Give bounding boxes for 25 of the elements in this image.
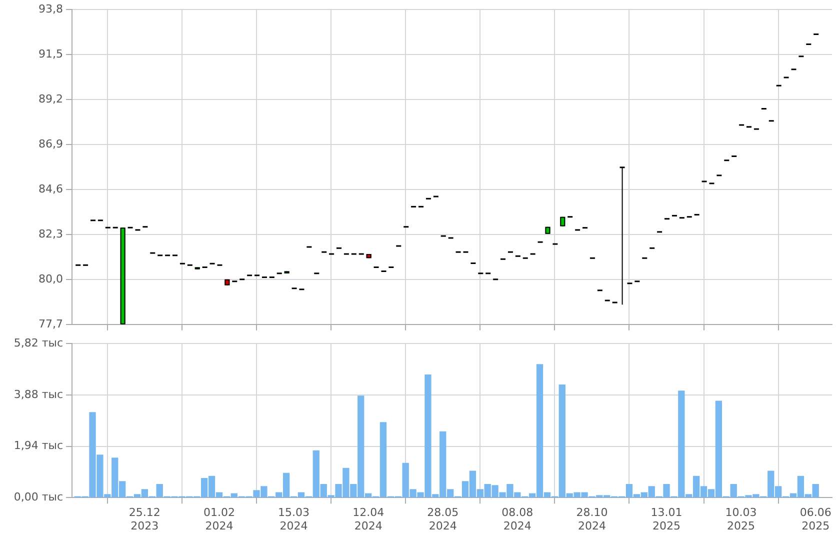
y-tick-label: 3,88 тыс (14, 388, 63, 401)
y-tick-label: 80,0 (38, 272, 63, 286)
y-tick-label: 89,2 (38, 92, 63, 106)
x-tick-label: 28.05 2024 (427, 506, 459, 532)
x-tick-label: 10.03 2025 (725, 506, 757, 532)
y-tick-label: 84,6 (38, 182, 63, 196)
y-tick-label: 0,00 тыс (14, 490, 63, 504)
y-tick-label: 77,7 (38, 317, 63, 330)
y-tick-label: 93,8 (38, 2, 63, 16)
y-tick-label: 91,5 (38, 47, 63, 60)
x-tick-label: 08.08 2024 (502, 506, 534, 532)
x-tick-label: 28.10 2024 (576, 506, 608, 532)
x-tick-label: 12.04 2024 (352, 506, 384, 532)
y-tick-label: 82,3 (38, 227, 63, 240)
y-tick-label: 86,9 (38, 137, 63, 150)
x-tick-label: 25.12 2023 (128, 506, 160, 532)
x-tick-label: 13.01 2025 (650, 506, 682, 532)
x-tick-label: 01.02 2024 (203, 506, 235, 532)
y-tick-label: 1,94 тыс (14, 439, 63, 452)
candlestick (560, 216, 566, 227)
candlestick (120, 227, 126, 324)
y-tick-label: 5,82 тыс (14, 336, 63, 350)
x-tick-label: 06.06 2025 (800, 506, 832, 532)
x-tick-label: 15.03 2024 (278, 506, 310, 532)
candlestick (620, 166, 625, 306)
